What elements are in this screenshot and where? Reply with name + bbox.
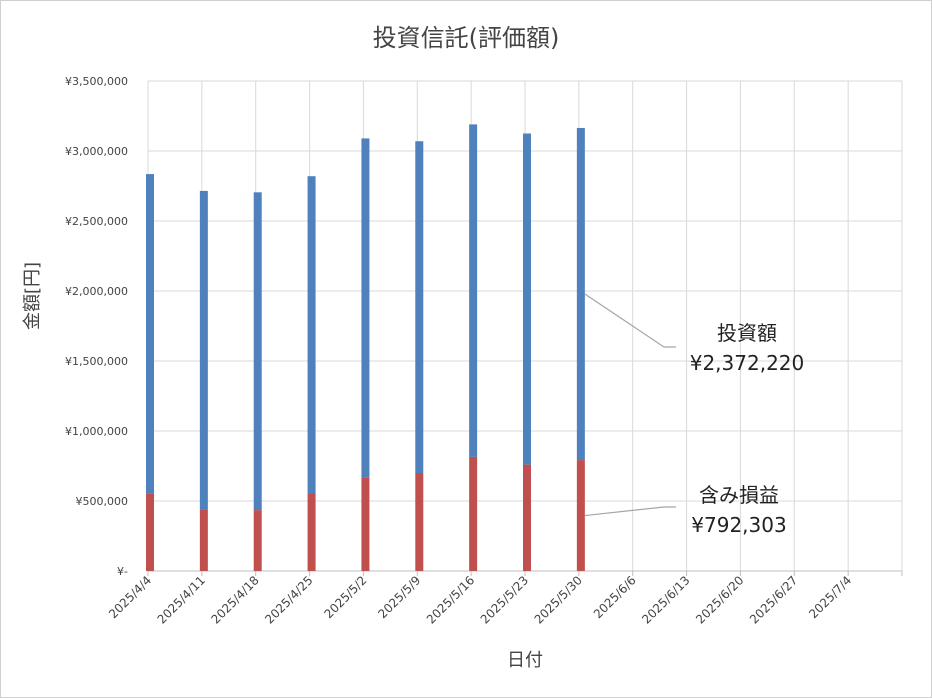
y-tick-label: ¥1,500,000: [65, 355, 128, 368]
y-tick-label: ¥1,000,000: [65, 425, 128, 438]
callout-gain-label: 含み損益: [699, 483, 779, 507]
x-tick-label: 2025/5/9: [375, 573, 423, 621]
x-tick-label: 2025/6/6: [591, 573, 639, 621]
bar-investment: [576, 127, 585, 461]
x-tick-label: 2025/7/4: [806, 573, 854, 621]
y-tick-label: ¥2,000,000: [65, 285, 128, 298]
callout-investment: 投資額 ¥2,372,220: [672, 318, 822, 378]
x-tick-label: 2025/6/27: [747, 573, 800, 626]
x-tick-label: 2025/5/23: [478, 573, 531, 626]
y-tick-label: ¥2,500,000: [65, 215, 128, 228]
x-tick-label: 2025/4/18: [208, 573, 261, 626]
bar-investment: [253, 192, 262, 511]
bar-investment: [146, 174, 154, 494]
bar-investment: [415, 141, 424, 473]
x-tick-label: 2025/4/4: [106, 573, 154, 621]
x-tick-label: 2025/5/2: [322, 573, 370, 621]
y-tick-label: ¥3,000,000: [65, 145, 128, 158]
x-tick-label: 2025/6/20: [693, 573, 746, 626]
y-tick-label: ¥-: [117, 565, 128, 578]
bar-investment: [469, 124, 478, 457]
bar-gain: [576, 460, 585, 571]
chart-title: 投資信託(評価額): [372, 24, 560, 52]
callout-investment-value: ¥2,372,220: [689, 351, 805, 375]
bar-gain: [253, 510, 262, 571]
bar-investment: [307, 176, 316, 494]
x-tick-label: 2025/6/13: [639, 573, 692, 626]
bar-investment: [523, 133, 531, 465]
x-axis-label: 日付: [507, 650, 543, 671]
bar-gain: [361, 477, 370, 571]
bar-gain: [307, 494, 316, 571]
x-tick-label: 2025/5/16: [424, 573, 477, 626]
callout-gain-value: ¥792,303: [691, 513, 787, 537]
x-tick-label: 2025/4/25: [262, 573, 315, 626]
bar-gain: [146, 493, 154, 571]
bar-investment: [361, 138, 370, 478]
x-tick-label: 2025/5/30: [532, 573, 585, 626]
bar-investment: [199, 190, 208, 510]
y-tick-label: ¥500,000: [76, 495, 129, 508]
bar-gain: [523, 464, 531, 571]
bar-gain: [415, 473, 424, 571]
bar-gain: [469, 456, 478, 571]
y-tick-label: ¥3,500,000: [65, 75, 128, 88]
leader-line-gain: [584, 506, 676, 517]
callout-gain: 含み損益 ¥792,303: [664, 480, 814, 540]
x-tick-label: 2025/4/11: [155, 573, 208, 626]
callout-investment-label: 投資額: [717, 321, 777, 345]
bar-gain: [199, 509, 208, 571]
leader-line-investment: [584, 293, 676, 348]
